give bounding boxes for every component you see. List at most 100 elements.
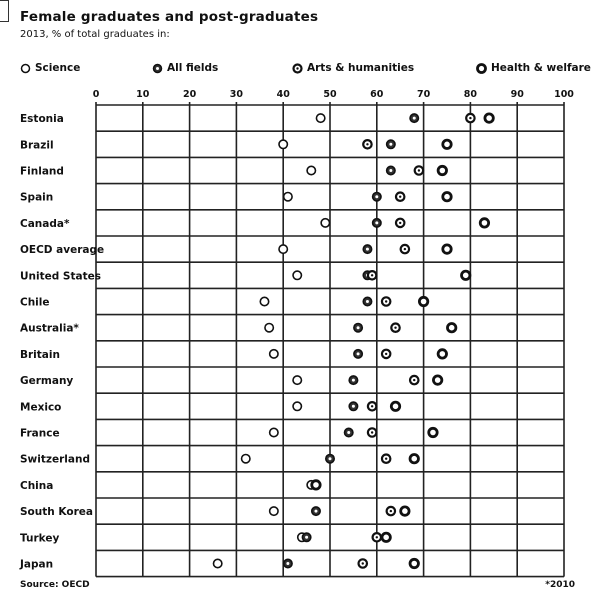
data-point-arts-humanities-center bbox=[384, 457, 388, 460]
data-point-all-fields-center bbox=[365, 247, 369, 251]
ring-circle-marker-icon bbox=[292, 62, 303, 74]
chart-title: Female graduates and post-graduates bbox=[20, 9, 319, 25]
data-point-arts-humanities-center bbox=[366, 143, 369, 146]
data-point-science bbox=[282, 191, 293, 202]
x-tick-label: 50 bbox=[323, 89, 337, 100]
data-point-arts-humanities-center bbox=[375, 536, 378, 539]
data-point-science bbox=[320, 217, 331, 228]
data-point-all-fields-center bbox=[412, 116, 416, 120]
footnote: *2010 bbox=[545, 580, 575, 590]
category-label: Finland bbox=[20, 166, 64, 178]
category-label: Britain bbox=[20, 349, 60, 361]
dark-circle-marker-icon bbox=[152, 63, 163, 73]
data-point-arts-humanities-center bbox=[361, 562, 364, 565]
data-point-all-fields-center bbox=[347, 431, 351, 434]
data-point-all-fields-center bbox=[286, 562, 290, 565]
category-label: South Korea bbox=[20, 506, 93, 518]
x-tick-label: 10 bbox=[136, 89, 150, 100]
legend-item-arts: Arts & humanities bbox=[292, 62, 414, 74]
data-point-all-fields-center bbox=[365, 300, 369, 303]
data-point-arts-humanities-center bbox=[399, 221, 402, 225]
data-point-health-welfare bbox=[478, 217, 491, 229]
category-label: Canada* bbox=[20, 218, 70, 230]
data-point-health-welfare bbox=[427, 426, 439, 439]
corner-marker bbox=[0, 0, 9, 22]
legend-item-all-fields: All fields bbox=[152, 62, 218, 74]
data-point-health-welfare bbox=[408, 453, 420, 465]
data-point-arts-humanities-center bbox=[417, 169, 421, 172]
legend-label-science: Science bbox=[35, 62, 81, 74]
legend-label-all-fields: All fields bbox=[167, 62, 219, 74]
data-point-health-welfare bbox=[380, 531, 392, 543]
data-point-all-fields-center bbox=[389, 142, 393, 146]
data-point-health-welfare bbox=[310, 479, 322, 491]
data-point-all-fields-center bbox=[375, 195, 379, 199]
x-tick-label: 20 bbox=[183, 89, 197, 100]
category-label: China bbox=[20, 480, 53, 492]
data-point-health-welfare bbox=[408, 557, 420, 570]
data-point-arts-humanities-center bbox=[384, 300, 388, 303]
data-point-arts-humanities-center bbox=[370, 274, 374, 277]
x-tick-label: 70 bbox=[417, 89, 431, 100]
category-label: Spain bbox=[20, 192, 53, 204]
x-tick-label: 100 bbox=[554, 89, 574, 100]
data-point-science bbox=[278, 244, 289, 255]
data-point-arts-humanities-center bbox=[389, 509, 393, 513]
data-point-health-welfare bbox=[436, 164, 448, 177]
data-point-health-welfare bbox=[436, 348, 448, 360]
source-note: Source: OECD bbox=[20, 580, 90, 590]
x-tick-label: 60 bbox=[370, 89, 384, 100]
x-tick-label: 80 bbox=[464, 89, 478, 100]
data-point-health-welfare bbox=[483, 112, 495, 124]
data-point-arts-humanities-center bbox=[384, 352, 388, 356]
data-point-health-welfare bbox=[417, 295, 430, 308]
data-point-science bbox=[259, 296, 270, 307]
data-point-science bbox=[268, 348, 279, 359]
data-point-science bbox=[306, 165, 317, 176]
category-label: Mexico bbox=[20, 401, 61, 413]
legend: Science All fields Arts & humanities Hea… bbox=[0, 62, 595, 78]
category-label: Switzerland bbox=[20, 454, 90, 466]
data-point-all-fields-center bbox=[305, 535, 309, 539]
chart-subtitle: 2013, % of total graduates in: bbox=[20, 29, 170, 40]
data-point-health-welfare bbox=[432, 374, 444, 386]
x-tick-label: 0 bbox=[93, 89, 100, 100]
data-point-arts-humanities-center bbox=[370, 405, 374, 408]
data-point-all-fields-center bbox=[351, 378, 355, 382]
data-point-health-welfare bbox=[441, 191, 453, 203]
data-point-arts-humanities-center bbox=[469, 116, 472, 120]
data-point-all-fields-center bbox=[356, 326, 360, 330]
x-tick-label: 90 bbox=[511, 89, 525, 100]
data-point-science bbox=[240, 453, 251, 464]
data-point-science bbox=[264, 322, 275, 333]
category-label: Germany bbox=[20, 375, 73, 387]
bold-circle-marker-icon bbox=[476, 62, 487, 74]
data-point-all-fields-center bbox=[356, 352, 360, 356]
data-point-all-fields-center bbox=[328, 457, 332, 461]
category-label: United States bbox=[20, 270, 101, 282]
category-label: France bbox=[20, 428, 60, 440]
data-point-science bbox=[212, 558, 223, 569]
open-circle-marker-icon bbox=[20, 63, 31, 73]
data-point-health-welfare bbox=[441, 138, 453, 150]
x-tick-label: 30 bbox=[230, 89, 244, 100]
data-point-arts-humanities-center bbox=[403, 247, 407, 251]
data-point-arts-humanities-center bbox=[394, 326, 397, 329]
data-point-all-fields-center bbox=[375, 221, 379, 225]
data-point-arts-humanities-center bbox=[399, 195, 402, 198]
category-label: OECD average bbox=[20, 244, 104, 256]
data-point-science bbox=[292, 270, 303, 281]
category-label: Australia* bbox=[20, 323, 79, 335]
data-point-arts-humanities-center bbox=[370, 431, 374, 434]
data-point-science bbox=[315, 113, 326, 124]
category-label: Brazil bbox=[20, 139, 54, 151]
data-point-health-welfare bbox=[389, 400, 402, 412]
category-label: Japan bbox=[19, 559, 53, 571]
data-point-science bbox=[278, 139, 289, 150]
data-point-all-fields-center bbox=[389, 169, 393, 172]
data-point-science bbox=[268, 427, 279, 438]
data-point-arts-humanities-center bbox=[413, 378, 416, 382]
x-tick-label: 40 bbox=[277, 89, 291, 100]
data-point-health-welfare bbox=[446, 322, 458, 334]
data-point-all-fields-center bbox=[351, 404, 355, 408]
